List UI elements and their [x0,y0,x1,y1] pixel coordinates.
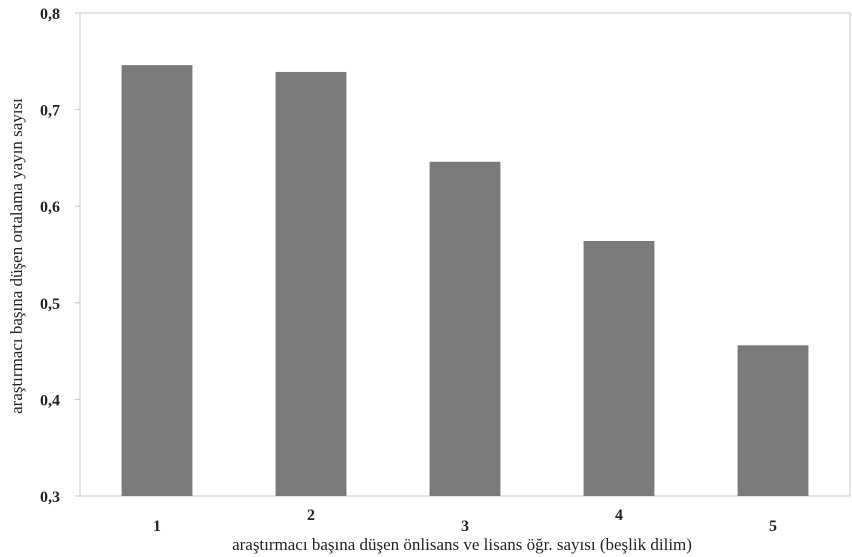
x-tick-label: 1 [153,518,161,535]
y-tick-label: 0,8 [40,6,60,23]
x-tick-label: 2 [307,507,315,524]
bar [121,65,193,496]
x-tick-label: 5 [769,518,777,535]
y-tick-label: 0,6 [40,199,60,216]
x-tick-label: 4 [615,507,623,524]
x-tick-label: 3 [461,518,469,535]
x-axis-title: araştırmacı başına düşen önlisans ve lis… [232,535,692,554]
bar [429,161,501,497]
bars-group [121,65,809,497]
y-tick-label: 0,4 [40,392,60,409]
bar [275,71,347,497]
y-axis-ticks: 0,3 0,4 0,5 0,6 0,7 0,8 [40,6,80,506]
y-tick-label: 0,3 [40,489,60,506]
bar [583,240,655,496]
y-tick-label: 0,5 [40,296,60,313]
x-axis-ticks: 1 2 3 4 5 [153,507,777,535]
y-axis-title: araştırmacı başına düşen ortalama yayın … [7,98,26,414]
bar [737,345,809,496]
y-tick-label: 0,7 [40,103,60,120]
